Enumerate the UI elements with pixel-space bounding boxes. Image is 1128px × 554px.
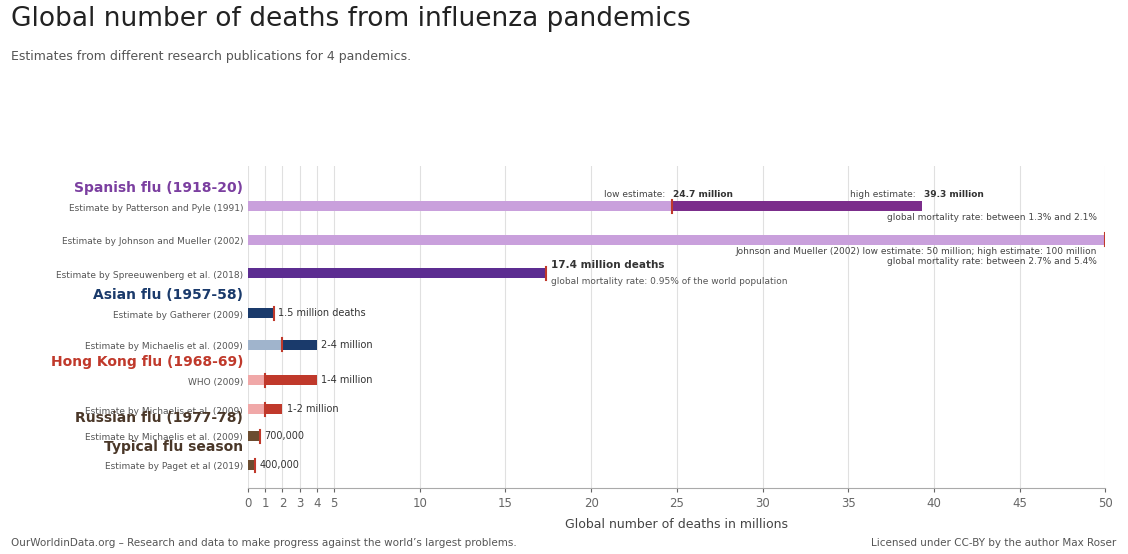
Bar xyxy=(265,376,317,386)
Text: Estimate by Johnson and Mueller (2002): Estimate by Johnson and Mueller (2002) xyxy=(62,237,243,246)
Text: Estimate by Michaelis et al. (2009): Estimate by Michaelis et al. (2009) xyxy=(86,407,243,416)
Text: Hong Kong flu (1968-69): Hong Kong flu (1968-69) xyxy=(51,355,243,369)
Text: 1.5 million deaths: 1.5 million deaths xyxy=(279,309,365,319)
Text: Estimate by Paget et al (2019): Estimate by Paget et al (2019) xyxy=(105,463,243,471)
Text: high estimate:: high estimate: xyxy=(851,189,918,199)
Text: Our World: Our World xyxy=(1010,32,1094,47)
Text: OurWorldinData.org – Research and data to make progress against the world’s larg: OurWorldinData.org – Research and data t… xyxy=(11,538,517,548)
Text: Estimate by Gatherer (2009): Estimate by Gatherer (2009) xyxy=(113,311,243,320)
Bar xyxy=(248,268,546,278)
Text: Estimates from different research publications for 4 pandemics.: Estimates from different research public… xyxy=(11,50,412,63)
Text: global mortality rate: between 2.7% and 5.4%: global mortality rate: between 2.7% and … xyxy=(887,257,1096,266)
Text: Spanish flu (1918-20): Spanish flu (1918-20) xyxy=(74,181,243,195)
Text: Global number of deaths from influenza pandemics: Global number of deaths from influenza p… xyxy=(11,6,691,32)
Text: 17.4 million deaths: 17.4 million deaths xyxy=(550,260,664,270)
Text: 39.3 million: 39.3 million xyxy=(924,189,984,199)
Bar xyxy=(248,340,317,350)
Text: Russian flu (1977-78): Russian flu (1977-78) xyxy=(76,411,243,424)
Bar xyxy=(248,235,1105,245)
Text: Estimate by Michaelis et al. (2009): Estimate by Michaelis et al. (2009) xyxy=(86,342,243,351)
Text: global mortality rate: between 1.3% and 2.1%: global mortality rate: between 1.3% and … xyxy=(887,213,1096,222)
Bar xyxy=(248,460,255,470)
Text: Licensed under CC-BY by the author Max Roser: Licensed under CC-BY by the author Max R… xyxy=(872,538,1117,548)
Bar xyxy=(265,404,282,414)
Text: 1-4 million: 1-4 million xyxy=(321,376,372,386)
Bar xyxy=(671,201,922,212)
Text: Johnson and Mueller (2002) low estimate: ​50 million; high estimate: ​100 millio: Johnson and Mueller (2002) low estimate:… xyxy=(735,247,1096,256)
Text: in Data: in Data xyxy=(1022,58,1082,73)
Text: Asian flu (1957-58): Asian flu (1957-58) xyxy=(92,288,243,302)
Bar xyxy=(248,201,922,212)
Text: Estimate by Michaelis et al. (2009): Estimate by Michaelis et al. (2009) xyxy=(86,433,243,443)
Bar xyxy=(248,431,261,441)
Text: 24.7 million: 24.7 million xyxy=(673,189,733,199)
Text: Estimate by Patterson and Pyle (1991): Estimate by Patterson and Pyle (1991) xyxy=(69,204,243,213)
Text: 1-2 million: 1-2 million xyxy=(287,404,338,414)
Bar xyxy=(248,404,282,414)
Bar xyxy=(248,376,317,386)
Text: Estimate by Spreeuwenberg et al. (2018): Estimate by Spreeuwenberg et al. (2018) xyxy=(56,270,243,280)
Text: 400,000: 400,000 xyxy=(259,460,299,470)
Text: 700,000: 700,000 xyxy=(264,431,305,441)
Text: low estimate:: low estimate: xyxy=(605,189,668,199)
Text: 2-4 million: 2-4 million xyxy=(321,340,372,350)
Bar xyxy=(248,309,274,319)
Text: WHO (2009): WHO (2009) xyxy=(187,378,243,387)
Text: global mortality rate: 0.95% of the world population: global mortality rate: 0.95% of the worl… xyxy=(550,276,787,286)
Text: Typical flu season: Typical flu season xyxy=(104,440,243,454)
Bar xyxy=(282,340,317,350)
X-axis label: Global number of deaths in millions: Global number of deaths in millions xyxy=(565,518,788,531)
